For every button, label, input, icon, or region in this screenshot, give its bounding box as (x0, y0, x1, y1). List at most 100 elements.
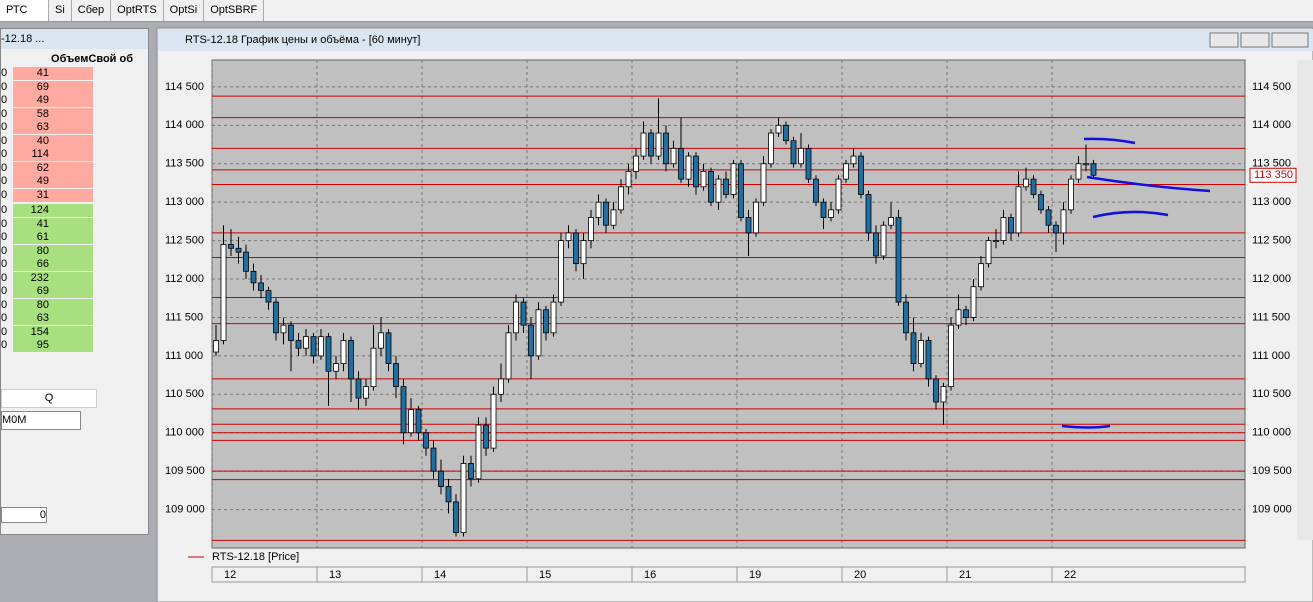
price-cell: 0 (1, 148, 8, 160)
minimize-button[interactable] (1209, 32, 1239, 48)
volume-cell: 66 (36, 258, 49, 270)
price-cell: 0 (1, 161, 8, 174)
volume-cell: 61 (36, 231, 49, 243)
price-marker (1249, 167, 1297, 183)
order-row: 0 114 (1, 148, 133, 162)
candle-body (865, 194, 872, 234)
candle-body (520, 301, 527, 326)
y-tick-label: 112 500 (165, 235, 204, 247)
candle-body (513, 301, 519, 334)
candle-body (918, 340, 924, 364)
price-cell: 0 (1, 175, 8, 187)
candle-body (978, 263, 984, 288)
y-tick-label: 112 000 (165, 273, 204, 285)
x-tick-label: 15 (539, 569, 551, 581)
volume-cell: 31 (36, 188, 49, 201)
candle-body (393, 363, 399, 388)
order-row: 0 66 (1, 258, 133, 272)
x-tick-label: 14 (434, 569, 446, 581)
y-tick-label: 110 000 (165, 427, 204, 439)
x-tick-label: 20 (854, 569, 866, 581)
candle-body (835, 178, 842, 211)
tab[interactable]: Сбер (72, 0, 112, 21)
candle-body (603, 201, 609, 226)
scrollbar[interactable] (1297, 60, 1313, 540)
annotation-stroke (1083, 137, 1136, 145)
candle-body (333, 363, 339, 372)
tab[interactable]: OptRTS (111, 0, 164, 21)
candle-body (753, 201, 759, 234)
candle-body (955, 309, 962, 326)
price-marker-label: 113 350 (1254, 169, 1293, 181)
y-tick-label-right: 109 500 (1252, 465, 1292, 477)
order-row: 0 95 (1, 339, 133, 353)
price-cell: 0 (1, 231, 8, 243)
tab[interactable]: OptSi (164, 0, 205, 21)
order-row: 0 31 (1, 188, 133, 203)
candle-body (715, 178, 722, 203)
order-row: 0 49 (1, 175, 133, 189)
row-bg (13, 188, 93, 202)
candle-body (1038, 194, 1044, 211)
account-select[interactable]: M0M (1, 411, 81, 430)
amount-field[interactable]: 0 (1, 507, 47, 523)
row-bg (13, 107, 93, 121)
maximize-button[interactable] (1240, 32, 1270, 48)
close-button[interactable] (1271, 32, 1309, 48)
candle-body (348, 340, 354, 380)
candle-body (850, 155, 857, 165)
qty-field[interactable]: Q (1, 389, 97, 408)
candle-body (295, 340, 302, 349)
window-title: RTS-12.18 График цены и объёма - [60 мин… (185, 34, 420, 46)
price-cell: 0 (1, 80, 8, 93)
tab[interactable]: РТС (0, 0, 49, 21)
candle-body (385, 332, 392, 364)
order-row: 0 40 (1, 134, 133, 149)
order-row: 0 232 (1, 271, 133, 286)
candle-body (648, 132, 654, 157)
candle-body (828, 209, 834, 218)
candle-body (250, 270, 257, 284)
y-tick-label-right: 110 500 (1252, 388, 1291, 400)
candle-body (535, 309, 542, 357)
candle-body (468, 463, 474, 480)
candle-body (1053, 224, 1059, 234)
y-tick-label: 109 000 (165, 503, 205, 515)
x-axis-strip (211, 566, 1246, 583)
y-tick-label: 109 500 (165, 465, 205, 477)
order-row: 0 49 (1, 94, 133, 108)
candle-body (355, 378, 362, 399)
order-book-panel: -12.18 ... ОбъемСвой об 0 41 0 69 0 49 0 58 0 63 0… (0, 28, 149, 535)
plot-area (211, 59, 1246, 549)
candle-body (678, 147, 684, 180)
candle-body (693, 155, 699, 188)
tab[interactable]: OptSBRF (204, 0, 265, 21)
row-bg (13, 244, 93, 258)
candle-body (790, 140, 797, 165)
y-tick-label-right: 113 000 (1252, 196, 1291, 208)
tab[interactable]: Si (49, 0, 72, 21)
candle-body (843, 163, 849, 180)
candle-body (460, 463, 467, 534)
candle-body (408, 409, 414, 434)
candle-body (813, 178, 819, 203)
y-tick-label-right: 110 000 (1252, 427, 1291, 439)
y-tick-label: 111 000 (165, 350, 203, 362)
candle-body (580, 240, 587, 265)
price-cell: 0 (1, 94, 8, 106)
candle-body (528, 324, 534, 357)
candle-body (363, 386, 369, 399)
candle-body (723, 178, 729, 195)
row-bg (13, 298, 93, 312)
candle-body (258, 282, 264, 291)
candle-body (888, 217, 894, 226)
candle-body (1045, 209, 1052, 226)
price-cell: 0 (1, 107, 8, 120)
x-tick-label: 21 (959, 569, 971, 581)
volume-cell: 49 (36, 175, 49, 187)
price-cell: 0 (1, 67, 8, 79)
candle-body (738, 163, 744, 218)
row-bg (13, 94, 93, 107)
candle-body (1030, 178, 1037, 195)
